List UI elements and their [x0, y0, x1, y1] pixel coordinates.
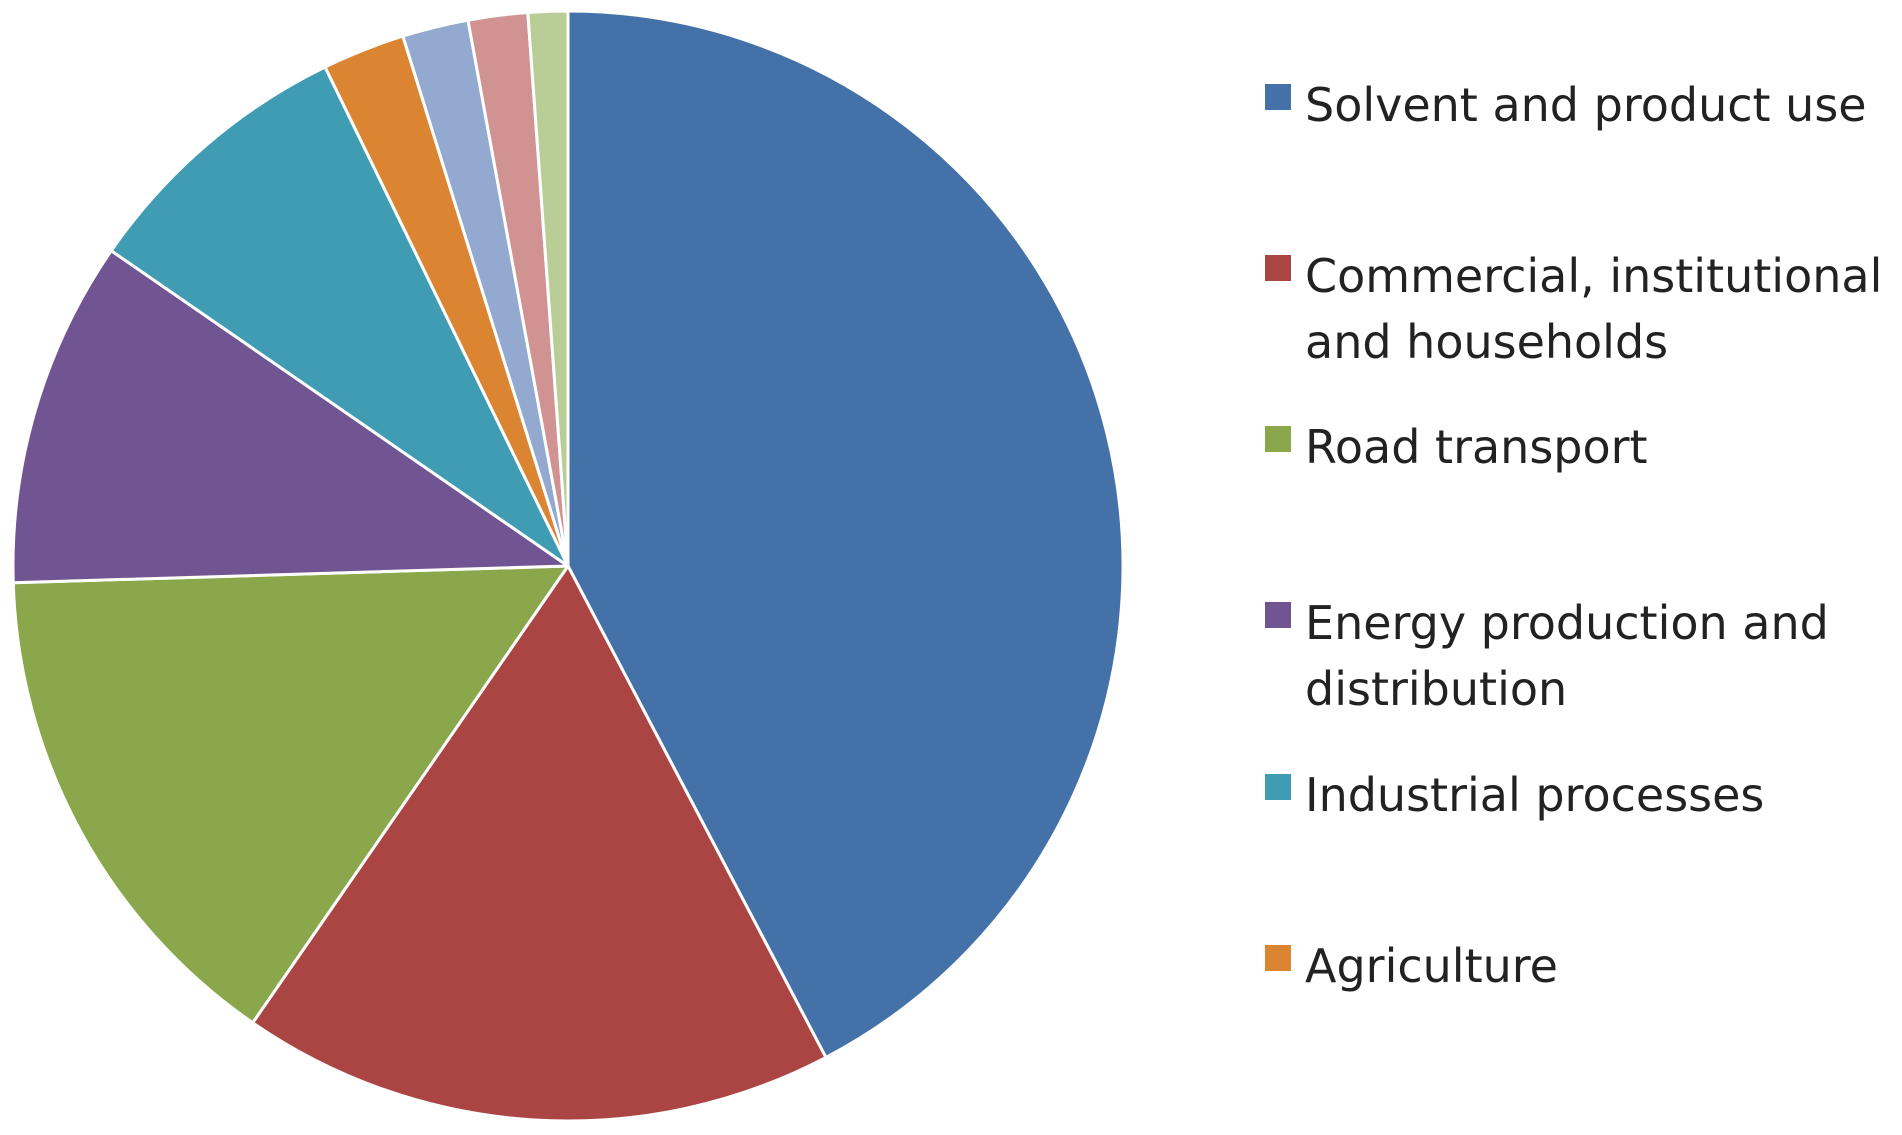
pie-slice-industrial-processes [109, 65, 570, 568]
legend-swatch-solvent [1265, 84, 1291, 110]
legend-item-commercial: Commercial, institutional and households [1265, 243, 1902, 375]
pie-slice-commercial-institutional-and-households [251, 564, 828, 1123]
legend-swatch-road [1265, 426, 1291, 452]
legend-swatch-commercial [1265, 255, 1291, 281]
legend-item-industrial: Industrial processes [1265, 762, 1902, 828]
legend-item-agriculture: Agriculture [1265, 933, 1902, 999]
legend-swatch-industrial [1265, 774, 1291, 800]
legend-label-energy: Energy production and distribution [1305, 596, 1829, 716]
legend-item-road: Road transport [1265, 414, 1902, 480]
pie-slice-energy-production-and-distribution [11, 249, 570, 585]
legend-swatch-agriculture [1265, 945, 1291, 971]
pie-slice-unlabeled-8 [526, 9, 570, 568]
legend-item-solvent: Solvent and product use [1265, 72, 1902, 138]
pie-slices [11, 9, 1125, 1123]
legend-label-commercial: Commercial, institutional and households [1305, 249, 1883, 369]
legend-item-energy: Energy production and distribution [1265, 590, 1902, 722]
pie-slice-solvent-and-product-use [566, 9, 1125, 1059]
legend-swatch-energy [1265, 602, 1291, 628]
legend-label-solvent: Solvent and product use [1305, 78, 1867, 132]
legend-label-road: Road transport [1305, 420, 1648, 474]
chart-legend: Solvent and product use Commercial, inst… [1265, 0, 1902, 1135]
legend-label-agriculture: Agriculture [1305, 939, 1558, 993]
legend-label-industrial: Industrial processes [1305, 768, 1765, 822]
pie-slice-road-transport [11, 564, 570, 1025]
